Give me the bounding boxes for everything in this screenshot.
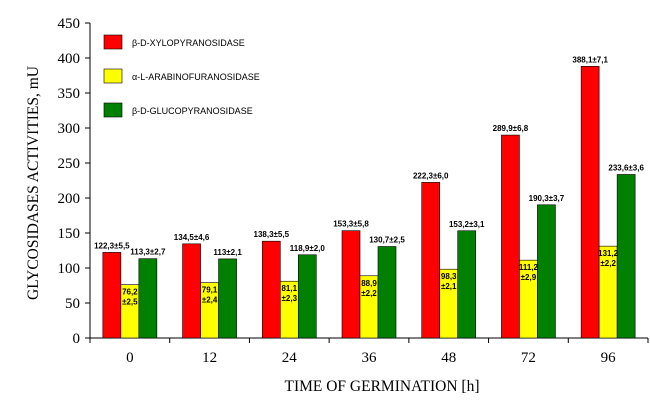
bar xyxy=(341,230,361,339)
bar xyxy=(261,240,281,339)
data-label: 153,2±3,1 xyxy=(449,220,485,229)
bar xyxy=(182,243,201,339)
data-label-line: 111,2 xyxy=(519,263,539,272)
bar xyxy=(297,254,317,339)
y-tick-label: 350 xyxy=(58,86,81,102)
x-tick-label: 12 xyxy=(202,350,217,366)
axes: 0 50 100 150 200 250 300 350 400 450 0 12 24 36 48 72 96 xyxy=(58,16,649,366)
legend-label: β-D-GLUCOPYRANOSIDASE xyxy=(132,106,253,116)
x-tick-label: 48 xyxy=(441,350,456,366)
data-label-line: 88,9 xyxy=(361,279,377,288)
bar xyxy=(537,204,556,339)
x-tick-label: 72 xyxy=(521,350,536,366)
data-label-line: 76,2 xyxy=(122,288,138,297)
data-label-line: 98,3 xyxy=(441,272,457,281)
y-tick-label: 50 xyxy=(65,296,80,312)
bar xyxy=(457,230,477,339)
bar xyxy=(377,246,397,339)
data-label: 222,3±6,0 xyxy=(413,171,449,180)
data-label: 113±2,1 xyxy=(213,248,242,257)
bar xyxy=(138,258,158,339)
data-label-line: ±2,3 xyxy=(282,294,298,303)
data-label: 131,2 ±2,2 xyxy=(598,249,619,268)
x-axis-title: TIME OF GERMINATION [h] xyxy=(284,378,479,395)
data-label: 289,9±6,8 xyxy=(493,124,529,133)
data-label-line: ±2,1 xyxy=(441,282,457,291)
legend-label: β-D-XYLOPYRANOSIDASE xyxy=(132,38,245,48)
data-label: 88,9 ±2,2 xyxy=(361,279,377,298)
bar xyxy=(580,66,600,339)
data-label-line: ±2,2 xyxy=(361,289,377,298)
x-tick-label: 0 xyxy=(126,350,134,366)
y-tick-label: 150 xyxy=(58,226,81,242)
data-label: 130,7±2,5 xyxy=(369,236,405,245)
x-tick-label: 36 xyxy=(362,350,378,366)
y-tick-label: 200 xyxy=(58,191,81,207)
data-label: 98,3 ±2,1 xyxy=(441,272,457,291)
data-label: 388,1±7,1 xyxy=(572,55,608,64)
data-label: 113,3±2,7 xyxy=(130,248,166,257)
bar xyxy=(616,174,636,339)
bar xyxy=(501,134,520,339)
legend-swatch xyxy=(103,68,123,84)
data-label: 111,2 ±2,9 xyxy=(519,263,539,282)
x-tick-label: 96 xyxy=(601,350,617,366)
data-label: 233,6±3,6 xyxy=(608,163,644,172)
y-tick-label: 100 xyxy=(58,261,81,277)
data-label-line: 131,2 xyxy=(598,249,619,258)
data-label-line: 79,1 xyxy=(202,286,218,295)
y-tick-label: 400 xyxy=(58,51,81,67)
legend: β-D-XYLOPYRANOSIDASE α-L-ARABINOFURANOSID… xyxy=(103,34,260,118)
bar xyxy=(102,252,122,339)
data-label: 134,5±4,6 xyxy=(174,233,210,242)
y-axis-title: GLYCOSIDASES ACTIVITIES, mU xyxy=(25,66,42,300)
y-tick-label: 300 xyxy=(58,121,81,137)
data-label: 138,3±5,5 xyxy=(254,230,290,239)
legend-label: α-L-ARABINOFURANOSIDASE xyxy=(132,72,260,82)
data-label: 153,3±5,8 xyxy=(333,220,369,229)
data-label: 79,1 ±2,4 xyxy=(202,286,218,305)
y-tick-label: 450 xyxy=(58,16,81,32)
legend-swatch xyxy=(103,34,123,50)
data-label-line: ±2,5 xyxy=(122,298,138,307)
y-tick-label: 250 xyxy=(58,156,81,172)
y-tick-label: 0 xyxy=(73,331,81,347)
data-label-line: ±2,2 xyxy=(600,259,616,268)
bar xyxy=(218,258,237,339)
data-label: 122,3±5,5 xyxy=(94,241,130,250)
data-label-line: ±2,9 xyxy=(521,273,537,282)
bars xyxy=(102,66,636,339)
data-label: 190,3±3,7 xyxy=(529,194,565,203)
data-label: 81,1 ±2,3 xyxy=(281,284,297,303)
x-tick-label: 24 xyxy=(282,350,298,366)
legend-swatch xyxy=(103,102,123,118)
data-label: 76,2 ±2,5 xyxy=(122,288,138,307)
bar xyxy=(421,182,441,339)
data-label-line: ±2,4 xyxy=(202,296,218,305)
data-label-line: 81,1 xyxy=(281,284,297,293)
data-label: 118,9±2,0 xyxy=(290,244,326,253)
